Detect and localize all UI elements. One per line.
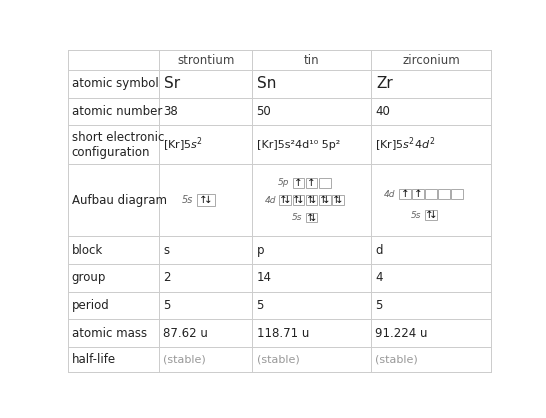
Bar	[332, 195, 344, 205]
Bar	[319, 195, 331, 205]
Text: (stable): (stable)	[257, 354, 299, 364]
Bar	[452, 189, 463, 199]
Bar	[306, 178, 317, 188]
Text: ↑: ↑	[318, 195, 327, 205]
Text: ↑: ↑	[331, 195, 340, 205]
Text: Aufbau diagram: Aufbau diagram	[72, 194, 167, 207]
Text: 2: 2	[163, 271, 171, 284]
Text: period: period	[72, 299, 109, 312]
Text: 5s: 5s	[411, 211, 422, 219]
Text: ↓: ↓	[309, 213, 318, 223]
Text: atomic mass: atomic mass	[72, 326, 147, 339]
Bar	[280, 195, 291, 205]
Text: 4d: 4d	[384, 190, 395, 199]
Text: Sr: Sr	[164, 76, 180, 92]
Text: ↑: ↑	[400, 189, 410, 199]
Text: ↑: ↑	[425, 210, 434, 220]
Text: Zr: Zr	[376, 76, 393, 92]
Text: strontium: strontium	[177, 54, 234, 66]
Text: (stable): (stable)	[375, 354, 418, 364]
Text: ↓: ↓	[335, 195, 344, 205]
Text: 4d: 4d	[264, 196, 276, 205]
Text: ↓: ↓	[204, 195, 213, 205]
Text: (stable): (stable)	[163, 354, 206, 364]
Text: ↑: ↑	[292, 195, 301, 205]
Text: ↑: ↑	[305, 213, 314, 223]
Text: 5: 5	[163, 299, 171, 312]
Text: ↑: ↑	[305, 195, 314, 205]
Bar	[197, 194, 215, 206]
Text: ↑: ↑	[279, 195, 288, 205]
Text: p: p	[257, 244, 264, 257]
Text: ↓: ↓	[322, 195, 331, 205]
Bar	[425, 210, 437, 220]
Text: short electronic
configuration: short electronic configuration	[72, 131, 164, 159]
Bar	[306, 195, 317, 205]
Bar	[293, 195, 304, 205]
Text: ↓: ↓	[429, 210, 437, 220]
Text: zirconium: zirconium	[402, 54, 460, 66]
Bar	[319, 178, 330, 188]
Text: ↑: ↑	[294, 178, 303, 188]
Text: atomic symbol: atomic symbol	[72, 77, 158, 90]
Text: ↓: ↓	[309, 195, 318, 205]
Text: ↑: ↑	[307, 178, 316, 188]
Text: 5: 5	[375, 299, 382, 312]
Bar	[399, 189, 411, 199]
Text: ↑: ↑	[199, 195, 207, 205]
Text: 5s: 5s	[182, 195, 193, 205]
Text: 4: 4	[375, 271, 383, 284]
Text: half-life: half-life	[72, 353, 116, 366]
Text: ↑: ↑	[414, 189, 423, 199]
Text: 5p: 5p	[277, 178, 289, 187]
Bar	[438, 189, 450, 199]
Text: tin: tin	[304, 54, 319, 66]
Text: group: group	[72, 271, 106, 284]
Text: atomic number: atomic number	[72, 105, 162, 118]
Text: 118.71 u: 118.71 u	[257, 326, 309, 339]
Text: ↓: ↓	[296, 195, 305, 205]
Text: 50: 50	[257, 105, 271, 118]
Bar	[425, 189, 437, 199]
Text: [Kr]5$s^2$4$d^2$: [Kr]5$s^2$4$d^2$	[375, 136, 435, 154]
Bar	[293, 178, 304, 188]
Text: [Kr]5$s^2$: [Kr]5$s^2$	[163, 136, 204, 154]
Text: 14: 14	[257, 271, 271, 284]
Text: block: block	[72, 244, 103, 257]
Text: 38: 38	[163, 105, 178, 118]
Bar	[306, 213, 317, 222]
Text: Sn: Sn	[257, 76, 277, 92]
Text: d: d	[375, 244, 383, 257]
Text: 5: 5	[257, 299, 264, 312]
Text: s: s	[163, 244, 170, 257]
Text: 87.62 u: 87.62 u	[163, 326, 209, 339]
Text: 5s: 5s	[292, 213, 302, 222]
Text: ↓: ↓	[283, 195, 292, 205]
Text: 91.224 u: 91.224 u	[375, 326, 428, 339]
Text: [Kr]5s²4d¹⁰ 5p²: [Kr]5s²4d¹⁰ 5p²	[257, 140, 340, 150]
Bar	[412, 189, 424, 199]
Text: 40: 40	[375, 105, 390, 118]
